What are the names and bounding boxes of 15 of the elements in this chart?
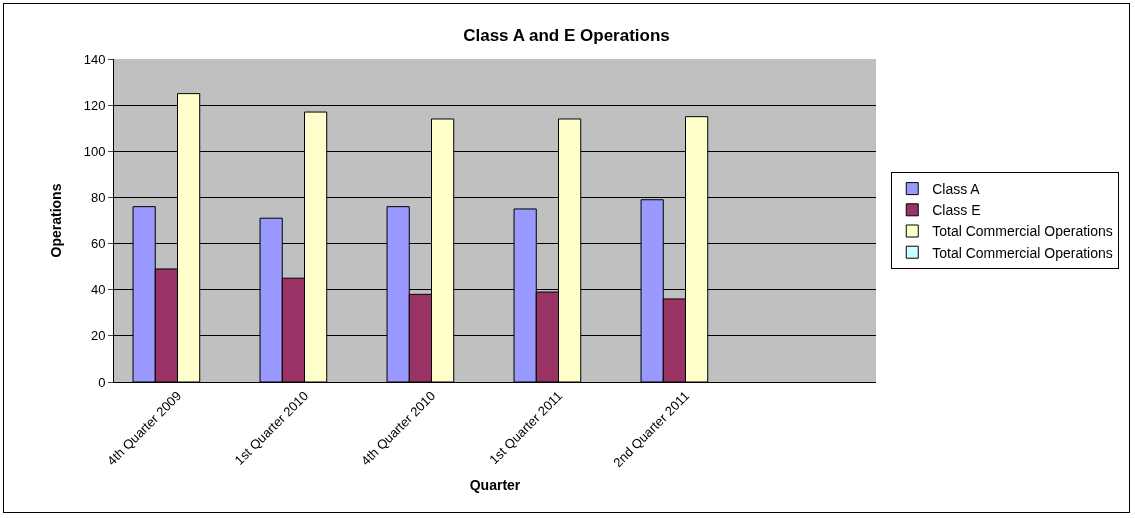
y-tick-label: 0: [98, 374, 106, 390]
legend-label: Total Commercial Operations: [932, 223, 1113, 240]
y-tick-label: 60: [90, 236, 106, 252]
legend-label: Class E: [932, 202, 981, 219]
y-tick-label: 140: [83, 51, 106, 67]
y-tick-label: 80: [90, 189, 106, 205]
y-axis-title: Operations: [48, 183, 65, 258]
legend-label: Class A: [932, 181, 981, 198]
y-tick-label: 120: [83, 97, 106, 113]
x-axis-title: Quarter: [469, 476, 521, 493]
y-tick-label: 40: [90, 282, 106, 298]
y-tick-label: 100: [83, 143, 106, 159]
chart-title: Class A and E Operations: [463, 26, 670, 46]
legend-label: Total Commercial Operations: [932, 244, 1113, 261]
y-tick-label: 20: [90, 328, 106, 344]
